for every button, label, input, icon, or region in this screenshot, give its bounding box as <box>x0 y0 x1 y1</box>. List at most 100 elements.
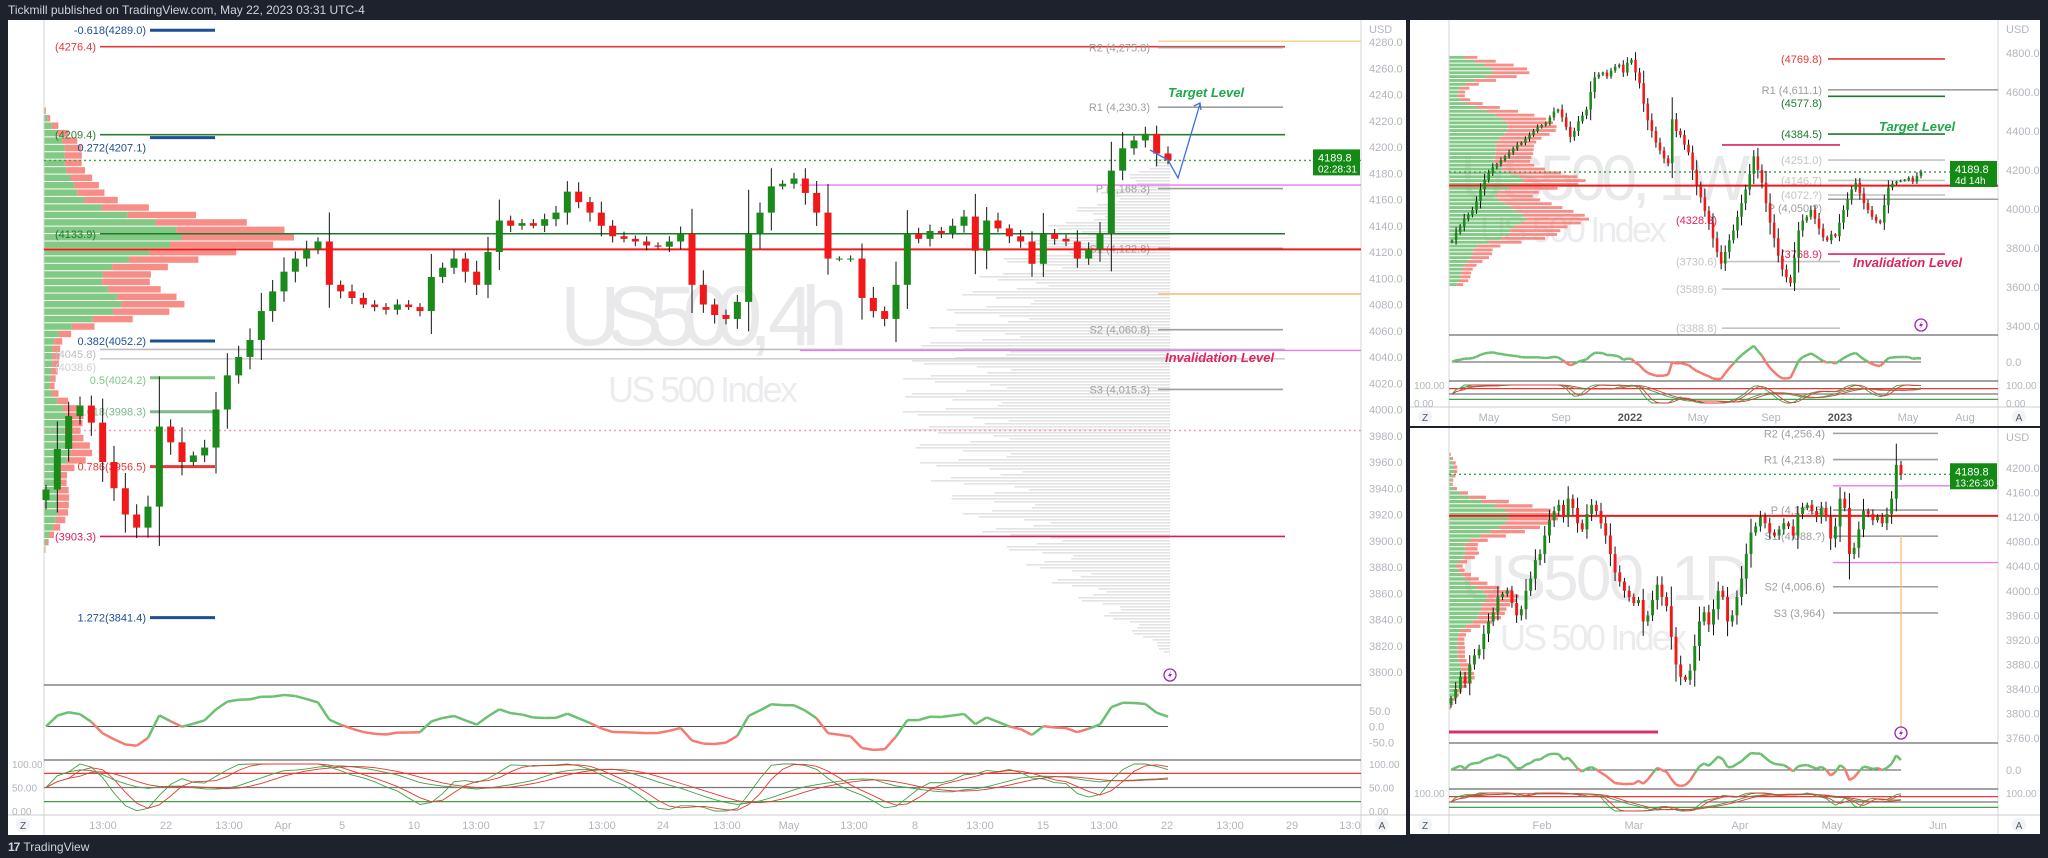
volume-profile-bar-up <box>1449 663 1461 667</box>
session-volume-bar <box>1006 354 1170 356</box>
a-button-label[interactable]: A <box>2016 821 2023 832</box>
scale-z-button[interactable]: Z <box>16 818 30 832</box>
level-label: 0.272(4207.1) <box>78 143 147 155</box>
candle-down <box>1599 510 1603 524</box>
volume-profile-bar-down <box>70 174 93 181</box>
oscillator-segment <box>1838 357 1845 362</box>
session-volume-bar <box>1036 282 1170 284</box>
candle-up <box>1793 257 1796 284</box>
scale-z-button[interactable]: Z <box>1418 410 1432 424</box>
volume-profile-bar-up <box>1449 244 1478 248</box>
oscillator-segment <box>1890 754 1898 765</box>
osc-tick-label: -50.0 <box>1369 737 1394 749</box>
oscillator-segment <box>1680 783 1686 788</box>
price-tick-label: 3860.0 <box>1369 588 1403 600</box>
candle-up <box>1740 203 1743 217</box>
oscillator-segment <box>1573 360 1580 366</box>
volume-profile-bar-down <box>1486 75 1517 79</box>
volume-profile-bar-up <box>1449 547 1465 551</box>
candle-up <box>518 223 526 226</box>
oscillator-segment <box>1065 726 1078 734</box>
session-volume-bar <box>1078 597 1170 599</box>
candle-down <box>1719 251 1723 264</box>
osc-tick-label: 0.0 <box>1369 722 1384 734</box>
volume-profile-bar-up <box>1449 113 1496 117</box>
oscillator-segment <box>442 714 455 720</box>
candle-up <box>733 301 741 319</box>
volume-profile-bar-down <box>1457 637 1465 641</box>
candle-up <box>892 284 900 319</box>
candle-up <box>1728 240 1731 252</box>
candle-up <box>1483 179 1486 190</box>
auto-scale-button[interactable]: A <box>2012 410 2026 424</box>
a-button-label[interactable]: A <box>2016 413 2023 424</box>
volume-profile-bar-down <box>1495 113 1535 117</box>
oscillator-segment <box>1488 755 1494 760</box>
session-volume-bar <box>1077 207 1170 209</box>
oscillator-segment <box>1604 774 1612 781</box>
candle-down <box>654 245 662 247</box>
a-button-label[interactable]: A <box>1379 821 1386 832</box>
lightning-event-icon[interactable] <box>1914 318 1928 332</box>
volume-profile-bar-up <box>1449 105 1477 109</box>
session-volume-bar <box>1008 549 1170 551</box>
volume-profile-bar-up <box>1449 209 1518 213</box>
volume-profile-bar-down <box>1460 628 1471 633</box>
oscillator-segment <box>1700 371 1706 376</box>
session-volume-bar <box>1104 216 1170 218</box>
candle-down <box>1695 170 1698 186</box>
oscillator-segment <box>1614 354 1620 358</box>
volume-profile-bar-down <box>1464 547 1478 551</box>
oscillator-segment <box>1656 766 1663 772</box>
auto-scale-button[interactable]: A <box>2012 818 2026 832</box>
volume-profile-bar-down <box>1514 225 1568 229</box>
z-button-label[interactable]: Z <box>20 821 26 832</box>
volume-profile-bar-down <box>1456 564 1463 568</box>
volume-profile-bar-down <box>1476 585 1500 590</box>
candle-down <box>1654 131 1658 143</box>
candle-up <box>223 375 231 410</box>
session-volume-bar <box>936 465 1170 467</box>
oscillator-segment <box>1822 359 1828 364</box>
volume-profile-bar-down <box>56 479 67 486</box>
osc-tick-label: 0.0 <box>2006 357 2021 369</box>
oscillator-segment <box>578 717 591 725</box>
lightning-event-icon[interactable] <box>1894 726 1908 740</box>
volume-profile-bar-up <box>1449 94 1458 98</box>
session-volume-bar <box>912 393 1170 395</box>
volume-profile-bar-down <box>1507 129 1556 132</box>
oscillator-segment <box>1847 352 1853 358</box>
session-volume-bar <box>1135 180 1170 182</box>
session-volume-bar <box>929 327 1170 329</box>
chart-panel-weekly[interactable]: US500, 1WUS 500 IndexUSD4800.04600.04400… <box>1410 20 2040 426</box>
volume-profile-bar-down <box>102 271 151 278</box>
oscillator-segment <box>1663 373 1669 377</box>
volume-profile-bar-down <box>1458 633 1466 637</box>
lightning-event-icon[interactable] <box>1163 668 1177 682</box>
volume-profile-bar-up <box>1449 512 1510 517</box>
z-button-label[interactable]: Z <box>1422 413 1428 424</box>
candle-down <box>688 233 696 285</box>
candle-up <box>1581 115 1584 122</box>
volume-profile-bar-down <box>1504 132 1550 136</box>
volume-profile-bar-down <box>1480 534 1506 538</box>
volume-profile-bar-down <box>1457 94 1465 98</box>
volume-profile-bar-up <box>44 241 171 248</box>
oscillator-segment <box>1459 764 1466 770</box>
volume-profile-bar-down <box>1470 581 1488 585</box>
candle-up <box>1730 615 1734 622</box>
oscillator-segment <box>1642 368 1649 374</box>
volume-profile-bar-up <box>44 479 57 486</box>
auto-scale-button[interactable]: A <box>1375 818 1389 832</box>
candle-up <box>1487 172 1490 180</box>
stoch-tick-label: 100.00 <box>2006 789 2037 800</box>
volume-profile-bar-up <box>44 137 63 144</box>
scale-z-button[interactable]: Z <box>1418 818 1432 832</box>
z-button-label[interactable]: Z <box>1422 821 1428 832</box>
candle-up <box>1748 173 1751 190</box>
tradingview-logo-text[interactable]: TradingView <box>23 840 90 854</box>
volume-profile-bar-up <box>44 196 85 204</box>
